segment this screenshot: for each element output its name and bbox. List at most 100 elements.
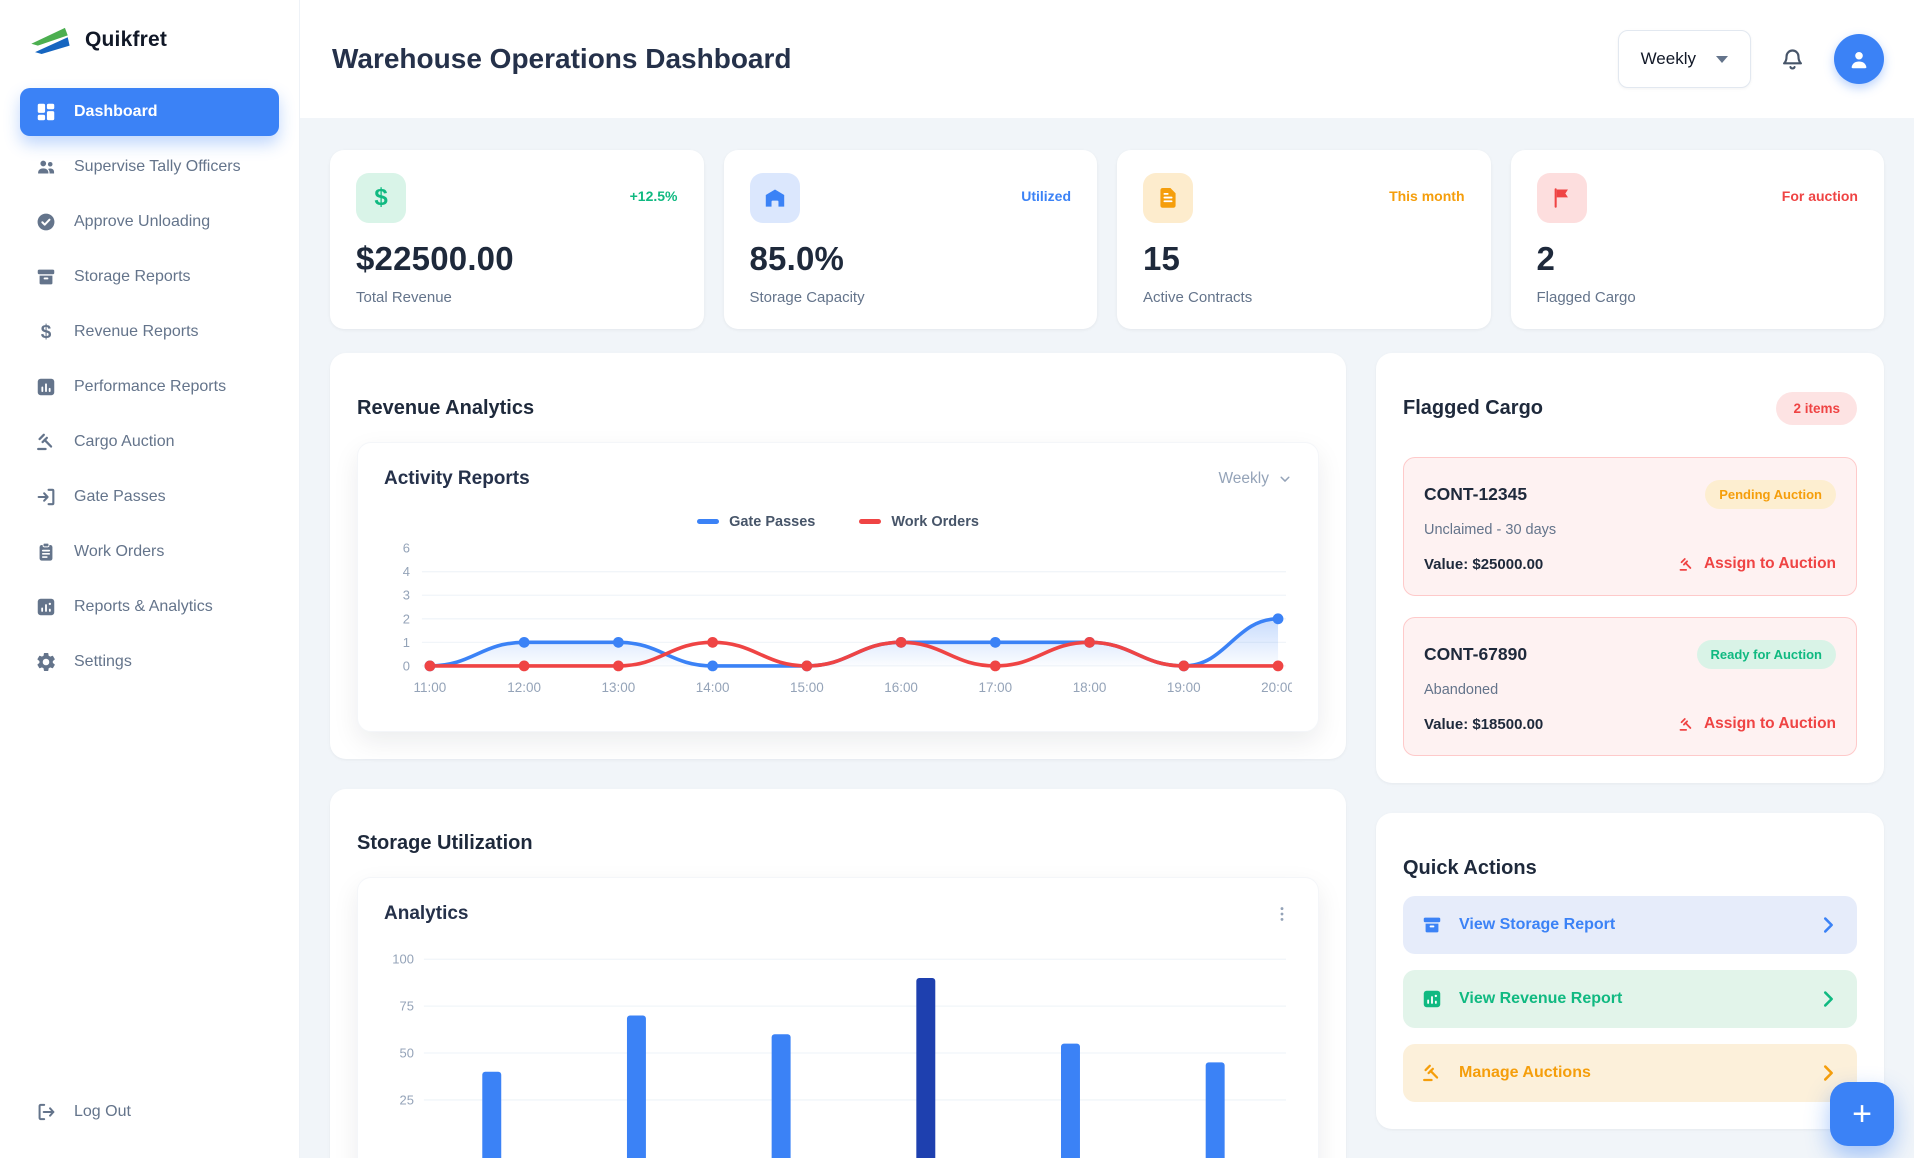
caret-down-icon: [1716, 55, 1728, 63]
sidebar-item-revenue-reports[interactable]: $ Revenue Reports: [20, 308, 279, 356]
sidebar-item-approve-unloading[interactable]: Approve Unloading: [20, 198, 279, 246]
sidebar-item-label: Performance Reports: [74, 378, 227, 396]
sidebar: Quikfret Dashboard Supervise Tally Offic…: [0, 0, 300, 1158]
gavel-icon: [1421, 1062, 1443, 1084]
sidebar-item-label: Revenue Reports: [74, 323, 199, 341]
svg-text:2: 2: [403, 611, 410, 626]
person-icon: [1851, 51, 1867, 69]
legend-label: Gate Passes: [729, 513, 816, 530]
sidebar-item-performance-reports[interactable]: Performance Reports: [20, 363, 279, 411]
chevron-right-icon: [1817, 914, 1839, 936]
svg-text:1: 1: [403, 634, 410, 649]
activity-reports-card: Activity Reports Weekly Gate Passes: [357, 441, 1319, 732]
quick-action-label: View Storage Report: [1459, 916, 1616, 934]
chart-legend: Gate Passes Work Orders: [384, 514, 1292, 530]
add-button[interactable]: +: [1830, 1082, 1894, 1146]
assign-to-auction-button[interactable]: Assign to Auction: [1678, 715, 1836, 733]
count-badge: 2 items: [1776, 391, 1857, 425]
dashboard-icon: [35, 101, 57, 123]
sidebar-item-work-orders[interactable]: Work Orders: [20, 528, 279, 576]
sidebar-item-label: Approve Unloading: [74, 213, 211, 231]
sidebar-item-label: Dashboard: [74, 103, 158, 121]
status-badge: Pending Auction: [1705, 480, 1836, 510]
cargo-item: CONT-67890 Ready for Auction Abandoned V…: [1403, 617, 1857, 757]
archive-icon: [1421, 914, 1443, 936]
stat-card-total-revenue: $ +12.5% $22500.00 Total Revenue: [330, 150, 704, 329]
svg-text:15:00: 15:00: [790, 679, 824, 694]
flag-icon: [1536, 173, 1587, 223]
sidebar-item-gate-passes[interactable]: Gate Passes: [20, 473, 279, 521]
sidebar-item-label: Reports & Analytics: [74, 598, 213, 616]
stat-label: Flagged Cargo: [1536, 289, 1636, 306]
quick-actions-panel: Quick Actions View Storage Report View R…: [1376, 813, 1884, 1130]
sidebar-item-dashboard[interactable]: Dashboard: [20, 88, 279, 136]
right-column: Flagged Cargo 2 items CONT-12345 Pending…: [1376, 353, 1884, 1130]
stat-value: 85.0%: [749, 240, 845, 277]
brand-name: Quikfret: [85, 28, 168, 51]
stat-card-active-contracts: This month 15 Active Contracts: [1117, 150, 1491, 329]
period-dropdown-value: Weekly: [1640, 49, 1696, 68]
sidebar-item-cargo-auction[interactable]: Cargo Auction: [20, 418, 279, 466]
page-title: Warehouse Operations Dashboard: [332, 43, 792, 74]
svg-text:12:00: 12:00: [507, 679, 541, 694]
stat-card-flagged-cargo: For auction 2 Flagged Cargo: [1510, 150, 1884, 329]
stat-value: 15: [1143, 240, 1181, 277]
cargo-value: Value: $25000.00: [1424, 555, 1544, 573]
assign-to-auction-label: Assign to Auction: [1703, 555, 1836, 573]
kebab-menu-icon[interactable]: [1272, 904, 1292, 924]
stat-label: Active Contracts: [1143, 289, 1253, 306]
archive-icon: [35, 266, 57, 288]
assign-to-auction-button[interactable]: Assign to Auction: [1678, 555, 1836, 573]
chart-title: Analytics: [384, 903, 469, 925]
svg-text:0: 0: [403, 658, 410, 673]
view-revenue-report-button[interactable]: View Revenue Report: [1403, 970, 1857, 1029]
gavel-icon: [1678, 716, 1695, 733]
svg-text:25: 25: [399, 1093, 413, 1108]
section-title: Revenue Analytics: [357, 396, 535, 419]
flagged-cargo-panel: Flagged Cargo 2 items CONT-12345 Pending…: [1376, 353, 1884, 784]
clipboard-icon: [35, 541, 57, 563]
period-dropdown[interactable]: Weekly: [1617, 30, 1751, 88]
quick-action-label: View Revenue Report: [1459, 990, 1623, 1008]
logout-icon: [35, 1101, 57, 1123]
svg-text:6: 6: [403, 540, 410, 555]
chart-period-value: Weekly: [1218, 469, 1269, 487]
svg-text:13:00: 13:00: [602, 679, 636, 694]
quick-action-label: Manage Auctions: [1459, 1064, 1591, 1082]
sidebar-item-storage-reports[interactable]: Storage Reports: [20, 253, 279, 301]
quikfret-logo-icon: [28, 26, 72, 54]
topbar: Warehouse Operations Dashboard Weekly: [300, 0, 1914, 118]
stat-tag: +12.5%: [629, 188, 678, 204]
logout-button[interactable]: Log Out: [20, 1088, 279, 1136]
svg-text:14:00: 14:00: [696, 679, 730, 694]
sidebar-item-label: Work Orders: [74, 543, 165, 561]
dollar-icon: $: [356, 173, 406, 223]
document-icon: [1143, 173, 1193, 223]
legend-swatch: [859, 519, 882, 525]
cargo-reason: Abandoned: [1424, 682, 1499, 699]
sidebar-item-supervise-tally-officers[interactable]: Supervise Tally Officers: [20, 143, 279, 191]
chevron-down-icon: [1278, 472, 1292, 486]
sidebar-item-label: Supervise Tally Officers: [74, 158, 241, 176]
svg-text:18:00: 18:00: [1073, 679, 1107, 694]
sidebar-item-reports-analytics[interactable]: Reports & Analytics: [20, 583, 279, 631]
view-storage-report-button[interactable]: View Storage Report: [1403, 896, 1857, 955]
stat-label: Storage Capacity: [749, 289, 865, 306]
gear-icon: [35, 651, 57, 673]
sidebar-item-settings[interactable]: Settings: [20, 638, 279, 686]
sidebar-item-label: Gate Passes: [74, 488, 166, 506]
chevron-right-icon: [1817, 988, 1839, 1010]
manage-auctions-button[interactable]: Manage Auctions: [1403, 1044, 1857, 1103]
avatar[interactable]: [1834, 34, 1884, 84]
assign-to-auction-label: Assign to Auction: [1703, 715, 1836, 733]
chart-period-dropdown[interactable]: Weekly: [1218, 470, 1292, 488]
svg-text:4: 4: [403, 564, 410, 579]
bell-icon[interactable]: [1779, 46, 1806, 73]
svg-text:20:00: 20:00: [1261, 679, 1292, 694]
analytics-icon: [1421, 988, 1443, 1010]
logout-label: Log Out: [74, 1103, 131, 1121]
svg-text:3: 3: [403, 587, 410, 602]
analytics-bar-card: Analytics 100 75 50 25: [357, 877, 1319, 1158]
dollar-icon: $: [40, 321, 52, 343]
